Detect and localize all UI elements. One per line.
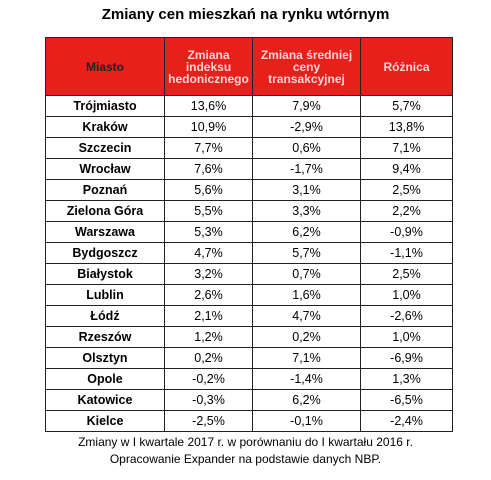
value-cell: 7,9% bbox=[252, 95, 361, 117]
city-cell: Zielona Góra bbox=[45, 200, 165, 222]
value-cell: -2,9% bbox=[252, 116, 361, 138]
value-cell: -0,9% bbox=[360, 221, 453, 243]
table-row: Opole -0,2% -1,4% 1,3% bbox=[45, 368, 453, 390]
table-row: Lublin 2,6% 1,6% 1,0% bbox=[45, 284, 453, 306]
footer-line: Opracowanie Expander na podstawie danych… bbox=[109, 452, 382, 466]
value-cell: 7,1% bbox=[252, 347, 361, 369]
table-row: Łódź 2,1% 4,7% -2,6% bbox=[45, 305, 453, 327]
value-cell: 0,7% bbox=[252, 263, 361, 285]
table-row: Trójmiasto 13,6% 7,9% 5,7% bbox=[45, 95, 453, 117]
value-cell: 5,6% bbox=[164, 179, 253, 201]
value-cell: 7,7% bbox=[164, 137, 253, 159]
value-cell: -1,4% bbox=[252, 368, 361, 390]
column-header: Miasto bbox=[45, 37, 165, 96]
city-cell: Poznań bbox=[45, 179, 165, 201]
table-row: Poznań 5,6% 3,1% 2,5% bbox=[45, 179, 453, 201]
city-cell: Opole bbox=[45, 368, 165, 390]
column-header: Różnica bbox=[360, 37, 453, 96]
city-cell: Szczecin bbox=[45, 137, 165, 159]
table-row: Warszawa 5,3% 6,2% -0,9% bbox=[45, 221, 453, 243]
city-cell: Wrocław bbox=[45, 158, 165, 180]
value-cell: -1,1% bbox=[360, 242, 453, 264]
footer-line: Zmiany w I kwartale 2017 r. w porównaniu… bbox=[78, 435, 413, 449]
value-cell: 4,7% bbox=[252, 305, 361, 327]
value-cell: 13,6% bbox=[164, 95, 253, 117]
city-cell: Olsztyn bbox=[45, 347, 165, 369]
city-cell: Rzeszów bbox=[45, 326, 165, 348]
value-cell: 2,5% bbox=[360, 179, 453, 201]
value-cell: 0,6% bbox=[252, 137, 361, 159]
value-cell: -6,5% bbox=[360, 389, 453, 411]
value-cell: 4,7% bbox=[164, 242, 253, 264]
value-cell: 6,2% bbox=[252, 389, 361, 411]
city-cell: Kraków bbox=[45, 116, 165, 138]
value-cell: 10,9% bbox=[164, 116, 253, 138]
header-row: Miasto Zmiana indeksu hedonicznego Zmiana … bbox=[45, 37, 453, 96]
city-cell: Warszawa bbox=[45, 221, 165, 243]
footer: Zmiany w I kwartale 2017 r. w porównaniu… bbox=[0, 434, 491, 468]
value-cell: 1,2% bbox=[164, 326, 253, 348]
column-header: Zmiana indeksu hedonicznego bbox=[164, 37, 253, 96]
value-cell: -2,6% bbox=[360, 305, 453, 327]
column-header: Zmiana średniej ceny transakcyjnej bbox=[252, 37, 361, 96]
title: Zmiany cen mieszkań na rynku wtórnym bbox=[101, 6, 390, 23]
value-cell: 3,2% bbox=[164, 263, 253, 285]
price-table: Miasto Zmiana indeksu hedonicznego Zmiana … bbox=[45, 37, 453, 432]
city-cell: Kielce bbox=[45, 410, 165, 432]
value-cell: -6,9% bbox=[360, 347, 453, 369]
value-cell: 5,3% bbox=[164, 221, 253, 243]
table-row: Kraków 10,9% -2,9% 13,8% bbox=[45, 116, 453, 138]
table-row: Bydgoszcz 4,7% 5,7% -1,1% bbox=[45, 242, 453, 264]
value-cell: 2,2% bbox=[360, 200, 453, 222]
value-cell: 1,0% bbox=[360, 284, 453, 306]
city-cell: Lublin bbox=[45, 284, 165, 306]
value-cell: -0,2% bbox=[164, 368, 253, 390]
value-cell: 3,1% bbox=[252, 179, 361, 201]
table-body: Trójmiasto 13,6% 7,9% 5,7% Kraków 10,9% -2,9% 1… bbox=[45, 95, 453, 432]
table-row: Białystok 3,2% 0,7% 2,5% bbox=[45, 263, 453, 285]
value-cell: 0,2% bbox=[252, 326, 361, 348]
value-cell: 7,1% bbox=[360, 137, 453, 159]
value-cell: 5,5% bbox=[164, 200, 253, 222]
table-row: Zielona Góra 5,5% 3,3% 2,2% bbox=[45, 200, 453, 222]
table-row: Wrocław 7,6% -1,7% 9,4% bbox=[45, 158, 453, 180]
value-cell: 6,2% bbox=[252, 221, 361, 243]
table-row: Rzeszów 1,2% 0,2% 1,0% bbox=[45, 326, 453, 348]
city-cell: Łódź bbox=[45, 305, 165, 327]
value-cell: 1,0% bbox=[360, 326, 453, 348]
table-row: Kielce -2,5% -0,1% -2,4% bbox=[45, 410, 453, 432]
value-cell: -0,1% bbox=[252, 410, 361, 432]
value-cell: 1,3% bbox=[360, 368, 453, 390]
value-cell: 1,6% bbox=[252, 284, 361, 306]
table-row: Katowice -0,3% 6,2% -6,5% bbox=[45, 389, 453, 411]
value-cell: -2,4% bbox=[360, 410, 453, 432]
value-cell: -2,5% bbox=[164, 410, 253, 432]
city-cell: Katowice bbox=[45, 389, 165, 411]
value-cell: 13,8% bbox=[360, 116, 453, 138]
value-cell: -1,7% bbox=[252, 158, 361, 180]
table-row: Szczecin 7,7% 0,6% 7,1% bbox=[45, 137, 453, 159]
value-cell: 2,1% bbox=[164, 305, 253, 327]
value-cell: 2,5% bbox=[360, 263, 453, 285]
value-cell: -0,3% bbox=[164, 389, 253, 411]
value-cell: 9,4% bbox=[360, 158, 453, 180]
city-cell: Bydgoszcz bbox=[45, 242, 165, 264]
value-cell: 0,2% bbox=[164, 347, 253, 369]
value-cell: 5,7% bbox=[360, 95, 453, 117]
city-cell: Trójmiasto bbox=[45, 95, 165, 117]
city-cell: Białystok bbox=[45, 263, 165, 285]
table-row: Olsztyn 0,2% 7,1% -6,9% bbox=[45, 347, 453, 369]
value-cell: 7,6% bbox=[164, 158, 253, 180]
value-cell: 5,7% bbox=[252, 242, 361, 264]
value-cell: 3,3% bbox=[252, 200, 361, 222]
value-cell: 2,6% bbox=[164, 284, 253, 306]
